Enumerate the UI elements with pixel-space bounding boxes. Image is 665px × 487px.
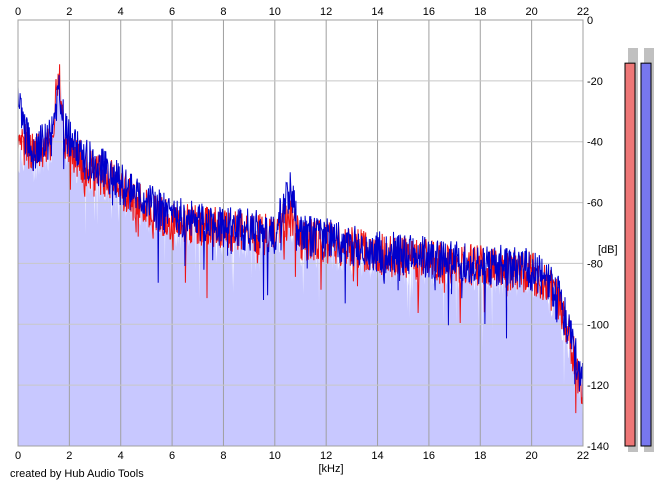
series-lines bbox=[17, 64, 584, 414]
x-tick-label: 12 bbox=[320, 450, 332, 462]
y-tick-label: -140 bbox=[587, 441, 609, 453]
x-tick-label: 14 bbox=[371, 450, 383, 462]
x-tick-label: 20 bbox=[526, 6, 538, 18]
y-tick-label: 0 bbox=[587, 15, 593, 27]
x-tick-label: 10 bbox=[269, 6, 281, 18]
x-tick-label: 0 bbox=[15, 450, 21, 462]
x-tick-labels-bottom: 0 2 4 6 8 10 12 14 16 18 20 22 bbox=[15, 450, 589, 462]
y-tick-label: -100 bbox=[587, 319, 609, 331]
x-tick-label: 0 bbox=[15, 6, 21, 18]
x-tick-label: 10 bbox=[269, 450, 281, 462]
x-tick-label: 8 bbox=[220, 6, 226, 18]
x-tick-label: 22 bbox=[577, 450, 589, 462]
level-meters bbox=[624, 48, 654, 452]
x-axis-label: [kHz] bbox=[318, 463, 343, 475]
spectrum-fill-area bbox=[18, 76, 583, 446]
y-tick-label: -20 bbox=[587, 76, 603, 88]
y-axis-label: [dB] bbox=[598, 244, 618, 256]
y-tick-label: -120 bbox=[587, 380, 609, 392]
y-tick-labels: 0 -20 -40 -60 -80 -100 -120 -140 bbox=[587, 15, 609, 453]
credit-text: created by Hub Audio Tools bbox=[10, 468, 144, 480]
y-tick-label: -40 bbox=[587, 137, 603, 149]
x-tick-label: 8 bbox=[220, 450, 226, 462]
x-tick-label: 2 bbox=[66, 6, 72, 18]
x-tick-label: 4 bbox=[118, 6, 124, 18]
x-tick-label: 16 bbox=[423, 6, 435, 18]
x-tick-label: 6 bbox=[169, 6, 175, 18]
x-tick-label: 18 bbox=[474, 450, 486, 462]
spectrum-fill bbox=[18, 76, 583, 446]
x-tick-label: 2 bbox=[66, 450, 72, 462]
x-tick-labels-top: 0 2 4 6 8 10 12 14 16 18 20 22 bbox=[15, 6, 589, 18]
y-tick-label: -80 bbox=[587, 258, 603, 270]
x-tick-label: 18 bbox=[474, 6, 486, 18]
x-tick-label: 16 bbox=[423, 450, 435, 462]
x-tick-label: 12 bbox=[320, 6, 332, 18]
x-tick-label: 4 bbox=[118, 450, 124, 462]
plot-frame bbox=[17, 19, 584, 447]
meter-bar bbox=[624, 62, 636, 447]
x-tick-label: 6 bbox=[169, 450, 175, 462]
meter-bar bbox=[640, 62, 652, 447]
series-line-2 bbox=[17, 75, 584, 406]
x-tick-label: 20 bbox=[526, 450, 538, 462]
x-tick-label: 22 bbox=[577, 6, 589, 18]
y-tick-label: -60 bbox=[587, 198, 603, 210]
x-tick-label: 14 bbox=[371, 6, 383, 18]
